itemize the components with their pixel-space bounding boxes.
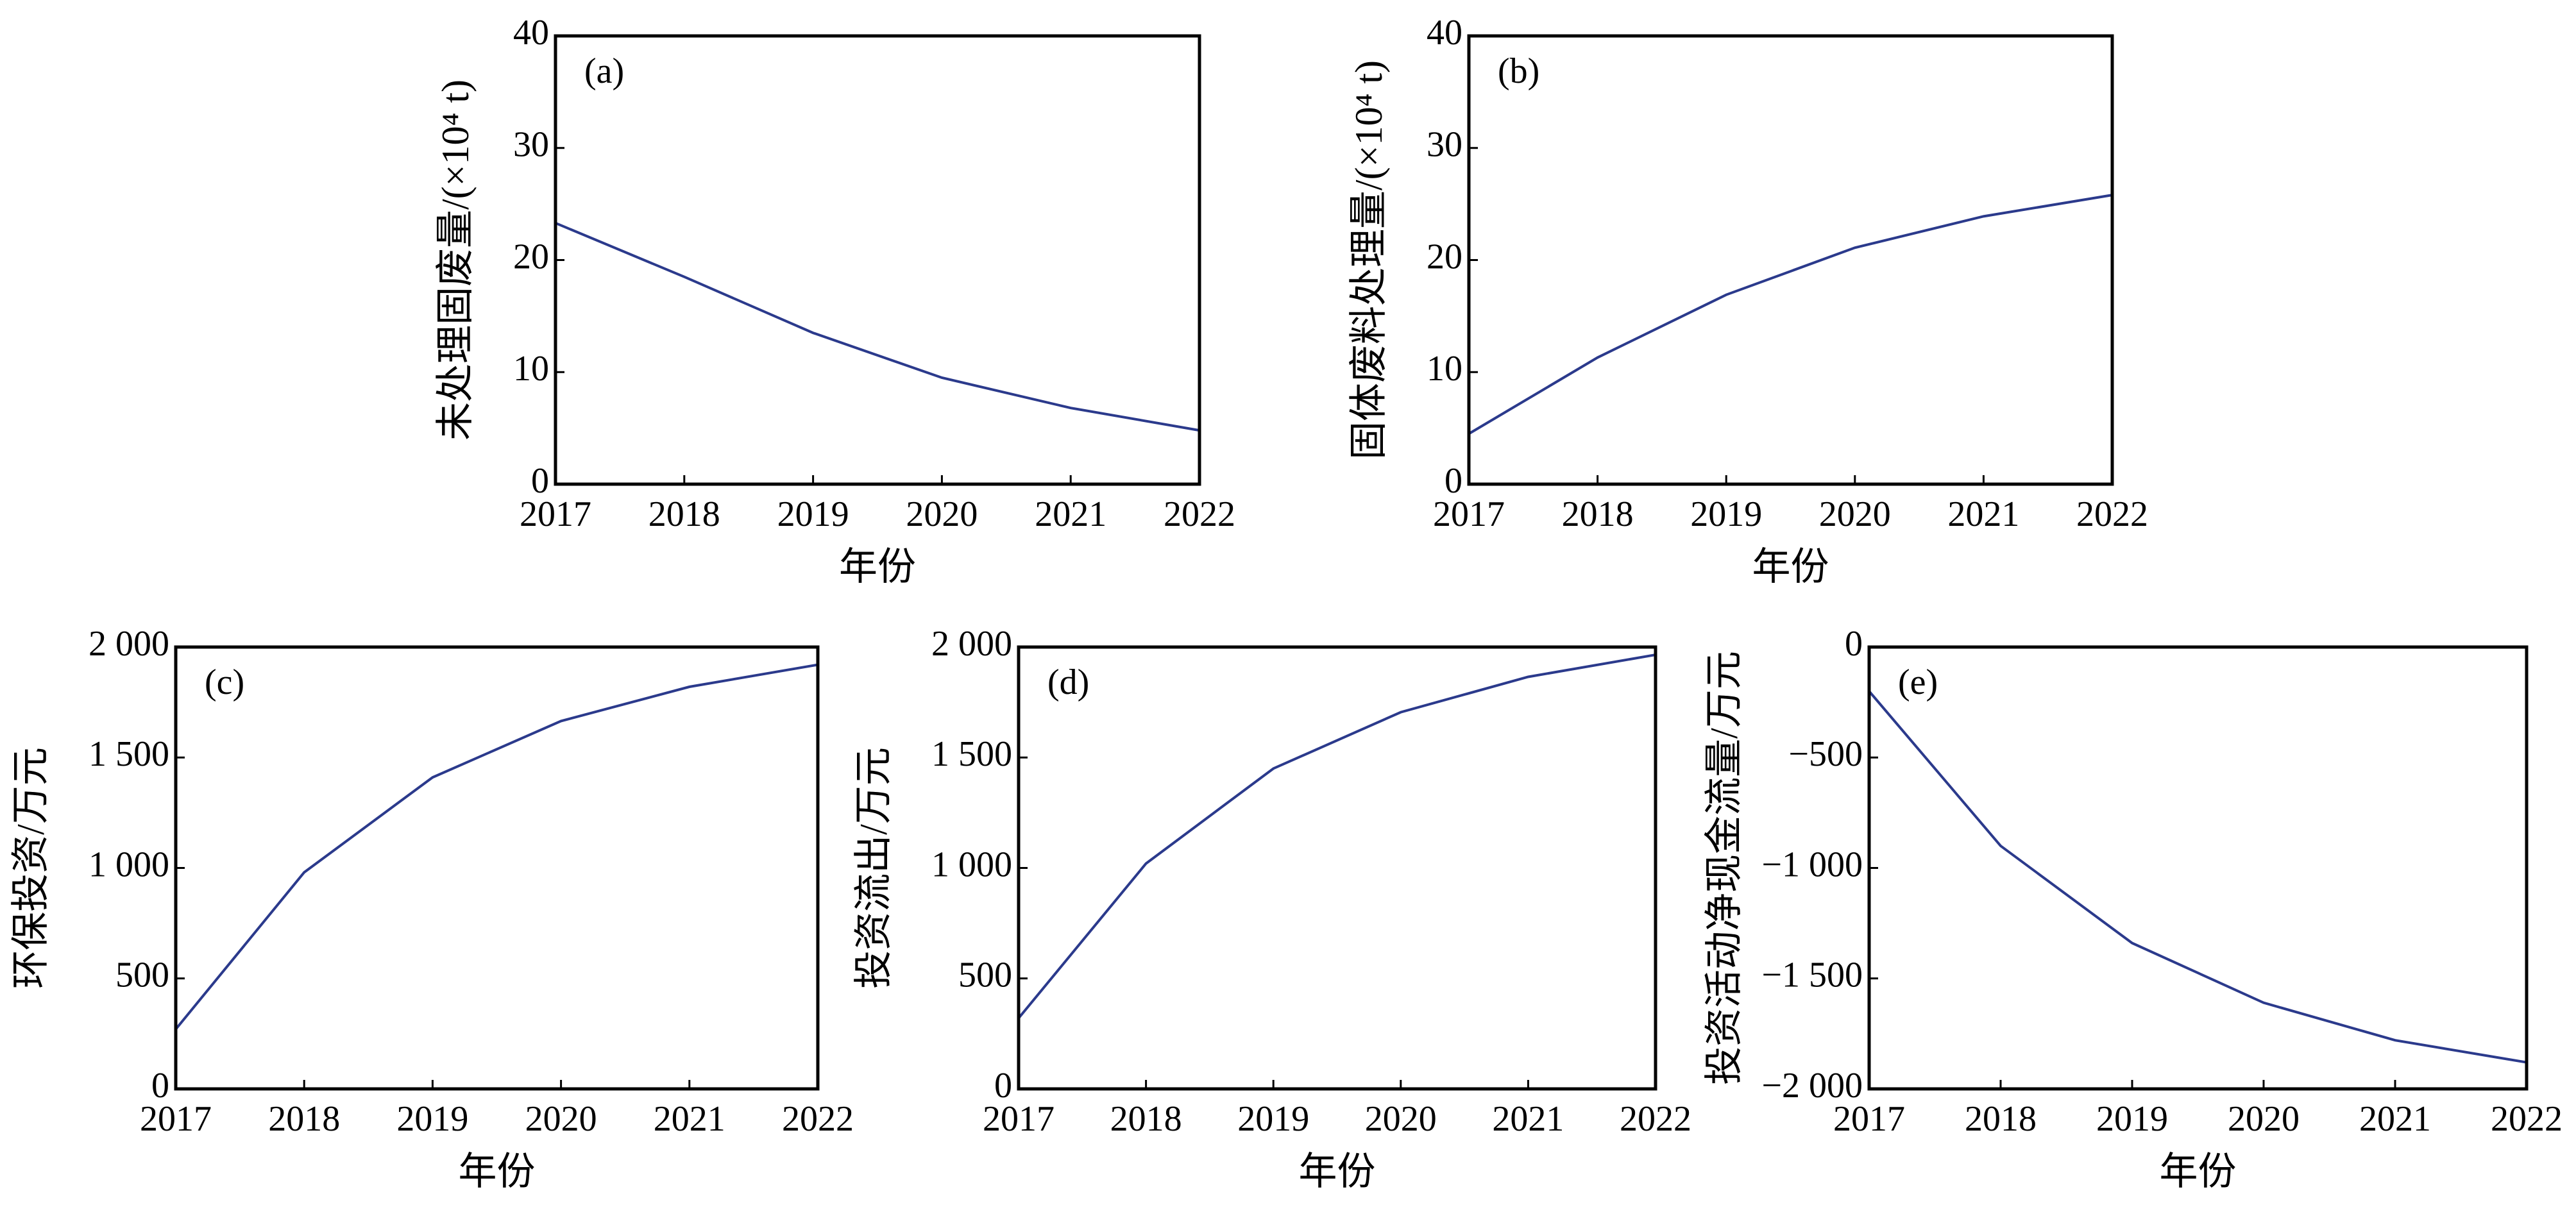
x-tick-label: 2018 — [1965, 1099, 2037, 1139]
x-tick-label: 2021 — [1035, 494, 1106, 534]
panel-label: (a) — [584, 51, 624, 91]
x-tick-label: 2022 — [2076, 494, 2148, 534]
x-tick-label: 2019 — [396, 1099, 468, 1139]
data-line — [1868, 690, 2527, 1064]
panel-label: (d) — [1047, 662, 1089, 702]
x-tick-label: 2020 — [1819, 494, 1891, 534]
y-tick-label: 1 000 — [89, 845, 169, 884]
y-tick-label: −2 000 — [1761, 1066, 1863, 1106]
y-tick-label: 40 — [513, 13, 549, 53]
x-tick-label: 2021 — [2359, 1099, 2431, 1139]
x-axis-label: 年份 — [1752, 546, 1829, 588]
x-tick-label: 2017 — [1433, 494, 1505, 534]
x-tick-label: 2017 — [1833, 1099, 1905, 1139]
x-axis-label: 年份 — [839, 546, 916, 588]
x-axis-label: 年份 — [2160, 1150, 2237, 1193]
y-tick-label: 1 000 — [931, 845, 1012, 884]
y-axis-label: 未处理固废量/(×10⁴ t) — [434, 80, 477, 441]
data-line — [174, 663, 818, 1031]
y-tick-label: 10 — [513, 349, 549, 389]
y-tick-label: 30 — [513, 125, 549, 165]
y-tick-label: −1 000 — [1761, 845, 1863, 884]
x-tick-label: 2017 — [520, 494, 591, 534]
y-tick-label: 0 — [531, 461, 549, 501]
y-tick-label: 500 — [958, 955, 1012, 995]
y-tick-label: 500 — [115, 955, 169, 995]
x-tick-label: 2019 — [2096, 1099, 2168, 1139]
x-tick-label: 2020 — [525, 1099, 597, 1139]
x-tick-label: 2019 — [777, 494, 849, 534]
y-tick-label: 40 — [1427, 13, 1462, 53]
y-tick-label: 20 — [513, 237, 549, 276]
y-tick-label: 30 — [1427, 125, 1462, 165]
y-axis-label: 投资流出/万元 — [852, 747, 895, 989]
x-tick-label: 2021 — [1492, 1099, 1564, 1139]
x-tick-label: 2020 — [1365, 1099, 1437, 1139]
y-tick-label: 10 — [1427, 349, 1462, 389]
x-tick-label: 2022 — [1164, 494, 1235, 534]
x-tick-label: 2021 — [654, 1099, 725, 1139]
plot-frame — [174, 645, 820, 1091]
x-tick-label: 2022 — [2491, 1099, 2563, 1139]
y-tick-label: 20 — [1427, 237, 1462, 276]
y-tick-label: 0 — [151, 1066, 169, 1106]
x-tick-label: 2021 — [1947, 494, 2019, 534]
panel-label: (e) — [1898, 662, 1938, 702]
x-tick-label: 2019 — [1237, 1099, 1309, 1139]
y-axis-label: 投资活动净现金流量/万元 — [1703, 651, 1745, 1085]
plot-frame — [1017, 645, 1657, 1091]
x-tick-label: 2022 — [782, 1099, 854, 1139]
x-tick-label: 2020 — [2228, 1099, 2300, 1139]
x-tick-label: 2018 — [268, 1099, 340, 1139]
y-tick-label: −1 500 — [1761, 955, 1863, 995]
x-axis-label: 年份 — [459, 1150, 536, 1193]
data-line — [1468, 194, 2113, 435]
y-tick-label: 0 — [1445, 461, 1462, 501]
y-tick-label: 0 — [1845, 624, 1863, 664]
data-line — [555, 221, 1200, 432]
y-tick-label: 1 500 — [931, 734, 1012, 774]
x-tick-label: 2018 — [1110, 1099, 1182, 1139]
x-tick-label: 2022 — [1620, 1099, 1691, 1139]
x-tick-label: 2017 — [983, 1099, 1055, 1139]
y-tick-label: 2 000 — [931, 624, 1012, 664]
x-tick-label: 2018 — [1562, 494, 1634, 534]
x-axis-label: 年份 — [1299, 1150, 1376, 1193]
y-tick-label: 2 000 — [89, 624, 169, 664]
y-axis-label: 环保投资/万元 — [10, 747, 52, 989]
x-tick-label: 2017 — [140, 1099, 212, 1139]
panel-label: (b) — [1498, 51, 1539, 91]
y-axis-label: 固体废料处理量/(×10⁴ t) — [1348, 60, 1390, 460]
y-tick-label: −500 — [1788, 734, 1863, 774]
plot-frame — [1467, 34, 2114, 486]
y-tick-label: 1 500 — [89, 734, 169, 774]
data-line — [1017, 653, 1656, 1020]
y-tick-label: 0 — [994, 1066, 1012, 1106]
x-tick-label: 2019 — [1690, 494, 1762, 534]
plot-frame — [1867, 645, 2529, 1091]
x-tick-label: 2020 — [906, 494, 978, 534]
x-tick-label: 2018 — [648, 494, 720, 534]
plot-frame — [554, 34, 1201, 486]
panel-label: (c) — [205, 662, 244, 702]
